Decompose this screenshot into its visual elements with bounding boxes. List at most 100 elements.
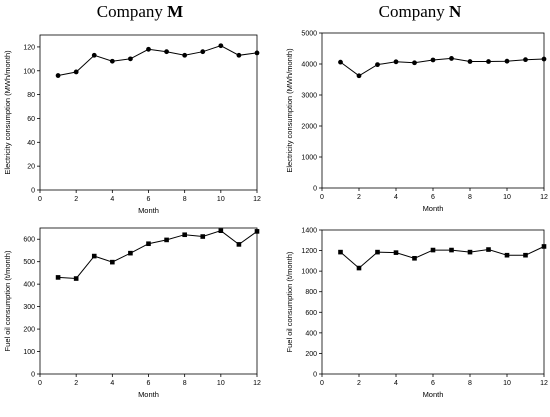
- data-point: [486, 59, 491, 64]
- x-tick-label: 2: [357, 380, 361, 387]
- data-point: [541, 244, 547, 249]
- data-point: [486, 247, 491, 252]
- series-line: [58, 45, 258, 76]
- x-tick-label: 12: [540, 380, 548, 387]
- x-tick-label: 4: [394, 380, 398, 387]
- plot-frame: [39, 34, 258, 191]
- y-tick-label: 600: [23, 237, 35, 244]
- data-point: [504, 252, 510, 258]
- x-tick-label: 2: [74, 380, 78, 387]
- y-axis-label: Electricity consumption (MWh/month): [3, 50, 12, 175]
- data-point: [338, 249, 343, 255]
- plot-frame: [321, 32, 545, 189]
- y-tick-label: 1000: [301, 155, 317, 162]
- y-tick-label: 0: [31, 188, 35, 195]
- data-point: [128, 250, 133, 256]
- data-point: [146, 241, 151, 247]
- y-tick-label: 0: [313, 186, 317, 193]
- y-tick-label: 800: [305, 289, 317, 296]
- y-tick-label: 3000: [301, 93, 317, 100]
- chart-m-electricity: 0 2 4 6 8 10 12020406080100120MonthElectricity…: [3, 34, 261, 215]
- data-point: [182, 232, 187, 238]
- x-tick-label: 8: [183, 380, 187, 387]
- y-tick-label: 200: [23, 327, 35, 334]
- data-point: [200, 49, 206, 55]
- data-point: [236, 52, 242, 58]
- data-point: [200, 234, 206, 239]
- data-point: [109, 58, 115, 64]
- data-point: [393, 59, 399, 65]
- series-line: [340, 57, 545, 77]
- data-point: [55, 73, 61, 78]
- chart-n-electricity: 0 2 4 6 8 10 12 0 1000 2000 3000 4000 5000 Month Elect…: [285, 31, 548, 214]
- y-tick-label: 0: [313, 372, 317, 379]
- x-tick-label: 8: [183, 196, 187, 203]
- column-title-letter: N: [449, 2, 462, 21]
- data-point: [91, 253, 97, 259]
- data-point: [449, 247, 454, 253]
- y-tick-label: 120: [23, 44, 35, 51]
- y-tick-label: 1400: [301, 228, 317, 235]
- y-tick-label: 600: [305, 310, 317, 317]
- data-point: [523, 57, 528, 63]
- x-tick-label: 6: [431, 194, 435, 201]
- column-title-company-n: Company N: [315, 2, 525, 22]
- x-tick-label: 8: [468, 380, 472, 387]
- data-point: [375, 249, 380, 255]
- x-tick-label: 12: [253, 196, 261, 203]
- data-point: [467, 59, 473, 64]
- data-point: [523, 252, 528, 258]
- data-point: [375, 62, 380, 68]
- x-tick-label: 4: [394, 194, 398, 201]
- column-title-prefix: Company: [96, 2, 168, 21]
- data-point: [430, 57, 436, 63]
- y-tick-label: 300: [23, 304, 35, 311]
- chart-m-fuel-oil: 0 2 4 6 8 10 12 0 100 200 300 400 500 600 Month Fuel oi…: [3, 227, 261, 399]
- data-point: [164, 237, 169, 243]
- x-tick-label: 0: [320, 194, 324, 201]
- data-point: [254, 229, 260, 234]
- data-point: [541, 56, 547, 62]
- y-axis-label: Fuel oil consumption (t/month): [285, 251, 294, 352]
- x-tick-label: 0: [38, 196, 42, 203]
- y-tick-label: 2000: [301, 124, 317, 131]
- y-tick-label: 100: [23, 68, 35, 75]
- y-tick-label: 1200: [301, 248, 317, 255]
- data-point: [430, 247, 436, 253]
- data-point: [73, 276, 79, 281]
- y-tick-label: 200: [305, 351, 317, 358]
- data-point: [254, 50, 260, 56]
- data-point: [164, 49, 169, 55]
- data-point: [73, 69, 79, 75]
- plot-frame: [39, 227, 258, 375]
- x-tick-label: 10: [503, 380, 511, 387]
- x-tick-label: 6: [431, 380, 435, 387]
- data-point: [504, 58, 510, 64]
- y-tick-label: 20: [27, 164, 35, 171]
- series-line: [340, 246, 545, 269]
- data-point: [356, 73, 362, 79]
- x-tick-label: 2: [357, 194, 361, 201]
- x-tick-label: 10: [217, 196, 225, 203]
- x-tick-label: 6: [147, 380, 151, 387]
- x-tick-label: 4: [110, 196, 114, 203]
- y-tick-label: 60: [27, 116, 35, 123]
- y-axis-label: Fuel oil consumption (t/month): [3, 250, 12, 351]
- y-tick-label: 5000: [301, 31, 317, 38]
- y-tick-label: 0: [31, 372, 35, 379]
- x-tick-label: 6: [147, 196, 151, 203]
- y-tick-label: 80: [27, 92, 35, 99]
- x-axis-label: Month: [138, 206, 159, 215]
- column-title-company-m: Company M: [35, 2, 245, 22]
- y-tick-label: 40: [27, 140, 35, 147]
- data-point: [467, 249, 473, 255]
- data-point: [218, 43, 224, 49]
- x-tick-label: 8: [468, 194, 472, 201]
- data-point: [128, 56, 133, 62]
- x-tick-label: 10: [503, 194, 511, 201]
- y-axis-label: Electricity consumption (MWh/month): [285, 48, 294, 173]
- y-tick-label: 100: [23, 349, 35, 356]
- x-tick-label: 12: [253, 380, 261, 387]
- data-point: [55, 275, 61, 280]
